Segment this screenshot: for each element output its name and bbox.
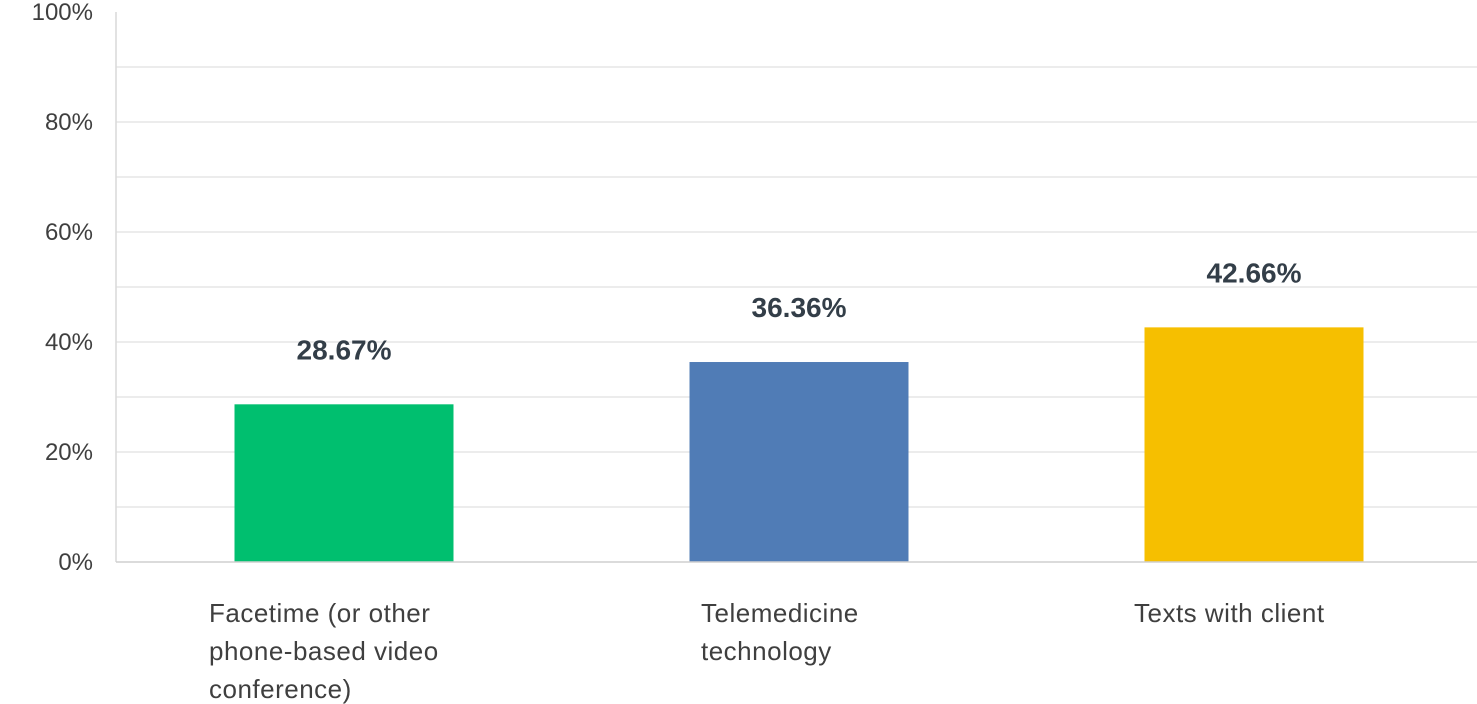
x-category-label: technology — [701, 636, 832, 666]
bar — [234, 404, 454, 562]
x-axis-categories: Facetime (or other phone-based video confe… — [209, 598, 1325, 704]
y-axis-ticks: 0% 20% 40% 60% 80% 100% — [32, 0, 93, 576]
y-tick-label: 100% — [32, 0, 93, 26]
y-tick-label: 0% — [58, 549, 93, 576]
y-tick-label: 60% — [45, 219, 93, 246]
data-labels: 28.67% 36.36% 42.66% — [297, 257, 1302, 365]
x-category-label: conference) — [209, 674, 352, 704]
bars — [234, 327, 1364, 562]
y-tick-label: 20% — [45, 439, 93, 466]
x-category-label: Texts with client — [1134, 598, 1325, 628]
bar — [689, 362, 909, 562]
bar-value-label: 28.67% — [297, 334, 392, 365]
y-tick-label: 40% — [45, 329, 93, 356]
bar — [1144, 327, 1364, 562]
y-tick-label: 80% — [45, 109, 93, 136]
x-category-label: phone-based video — [209, 636, 439, 666]
x-category-label: Telemedicine — [701, 598, 859, 628]
bar-value-label: 36.36% — [752, 292, 847, 323]
x-category-label: Facetime (or other — [209, 598, 430, 628]
bar-value-label: 42.66% — [1207, 257, 1302, 288]
